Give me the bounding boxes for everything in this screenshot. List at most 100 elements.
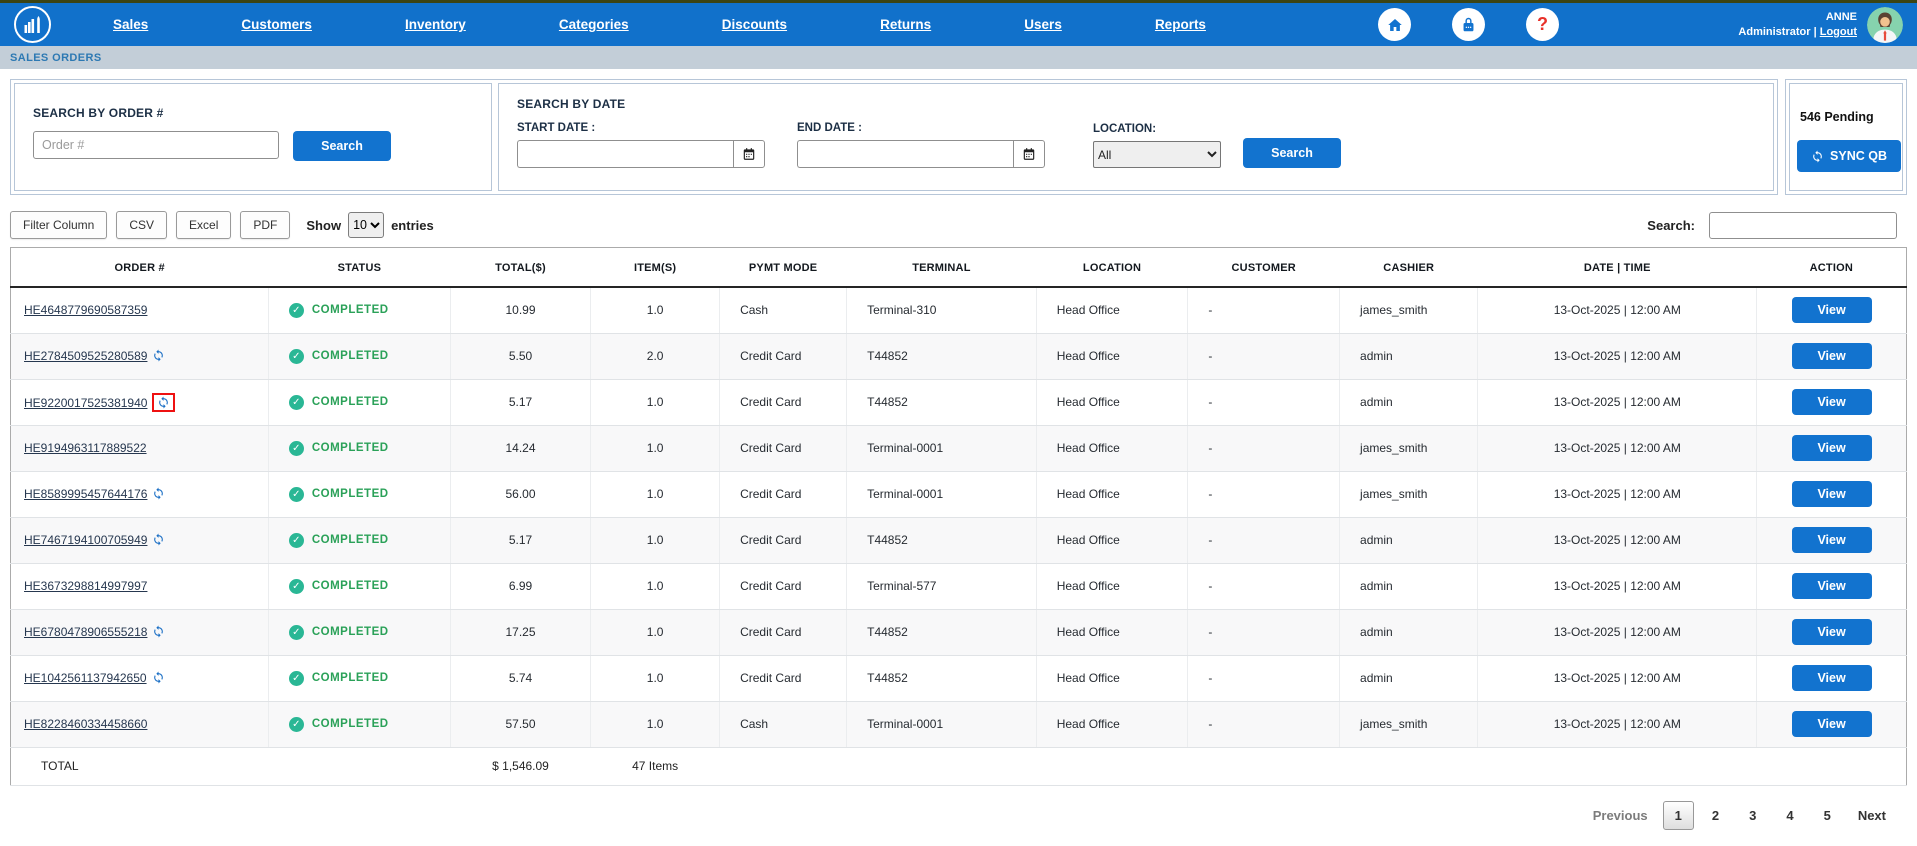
pagination-page[interactable]: 5	[1823, 807, 1831, 823]
export-csv-button[interactable]: CSV	[116, 211, 168, 239]
view-button[interactable]: View	[1791, 389, 1872, 415]
menu-item[interactable]: Returns	[880, 17, 932, 32]
view-button[interactable]: View	[1791, 435, 1872, 461]
view-button[interactable]: View	[1791, 665, 1872, 691]
pagination-page[interactable]: 2	[1711, 807, 1720, 823]
order-number-link[interactable]: HE9194963117889522	[24, 441, 147, 455]
order-sync-icon[interactable]	[152, 671, 165, 684]
cashier-cell: admin	[1339, 563, 1479, 610]
column-header[interactable]: TERMINAL	[846, 247, 1037, 288]
location-select[interactable]: All	[1093, 141, 1221, 168]
search-date-button[interactable]: Search	[1243, 138, 1341, 168]
location-cell: Head Office	[1036, 517, 1189, 564]
status-check-icon: ✓	[288, 486, 304, 502]
terminal-cell: Terminal-577	[846, 563, 1037, 610]
column-header[interactable]: CASHIER	[1339, 247, 1478, 288]
menu-item[interactable]: Sales	[113, 17, 149, 32]
location-label: LOCATION:	[1093, 123, 1157, 135]
terminal-cell: Terminal-0001	[846, 701, 1037, 748]
view-button[interactable]: View	[1791, 297, 1872, 324]
total-cell: 10.99	[450, 287, 592, 334]
order-sync-icon[interactable]	[152, 533, 165, 546]
status-badge: COMPLETED	[311, 626, 389, 638]
order-number-link[interactable]: HE1042561137942650	[24, 671, 147, 685]
order-number-link[interactable]: HE6780478906555218	[24, 625, 148, 639]
order-number-link[interactable]: HE4648779690587359	[24, 303, 148, 318]
order-sync-icon[interactable]	[152, 392, 176, 412]
datetime-cell: 13-Oct-2025 | 12:00 AM	[1477, 425, 1758, 472]
menu-item[interactable]: Inventory	[405, 17, 466, 32]
order-number-link[interactable]: HE2784509525280589	[24, 349, 148, 363]
menu-item[interactable]: Customers	[241, 17, 312, 32]
top-navbar: Sales Customers Inventory Categories Discoun…	[0, 3, 1917, 46]
column-header[interactable]: STATUS	[268, 247, 451, 288]
terminal-cell: T44852	[846, 517, 1037, 564]
menu-item[interactable]: Reports	[1154, 17, 1206, 32]
column-header[interactable]: CUSTOMER	[1187, 247, 1340, 288]
view-button[interactable]: View	[1791, 481, 1872, 507]
home-icon[interactable]	[1378, 8, 1411, 41]
pagination-page[interactable]: 4	[1786, 807, 1794, 823]
column-header[interactable]: PYMT MODE	[719, 247, 847, 288]
column-header[interactable]: ORDER #	[10, 247, 269, 288]
help-icon[interactable]: ?	[1526, 8, 1559, 41]
order-sync-icon[interactable]	[152, 349, 165, 362]
cashier-cell: admin	[1339, 333, 1479, 380]
view-button[interactable]: View	[1791, 343, 1872, 369]
view-button[interactable]: View	[1791, 619, 1872, 645]
items-cell: 1.0	[590, 425, 721, 472]
pagination-previous[interactable]: Previous	[1592, 807, 1648, 823]
lock-icon[interactable]	[1452, 8, 1485, 41]
pymt-mode-cell: Credit Card	[719, 333, 848, 380]
search-by-order-panel: SEARCH BY ORDER # Search	[14, 83, 492, 191]
customer-cell: -	[1187, 609, 1341, 656]
pending-count: 546 Pending	[1800, 110, 1874, 124]
column-header[interactable]: ACTION	[1756, 247, 1907, 288]
table-search-input[interactable]	[1709, 211, 1897, 239]
page-size-select[interactable]: 10	[348, 212, 385, 238]
column-header[interactable]: ITEM(S)	[590, 247, 720, 288]
items-cell: 1.0	[590, 609, 721, 656]
order-number-link[interactable]: HE9220017525381940	[24, 395, 148, 410]
end-date-input[interactable]	[797, 140, 1013, 168]
pagination-page[interactable]: 3	[1749, 807, 1757, 823]
logout-link[interactable]: Logout	[1819, 25, 1857, 38]
end-date-calendar-icon[interactable]	[1013, 140, 1045, 168]
pymt-mode-cell: Credit Card	[719, 655, 848, 702]
view-button[interactable]: View	[1791, 527, 1872, 553]
start-date-input[interactable]	[517, 140, 733, 168]
order-number-link[interactable]: HE8589995457644176	[24, 487, 148, 501]
order-number-link[interactable]: HE7467194100705949	[24, 533, 148, 547]
export-excel-button[interactable]: Excel	[176, 211, 232, 239]
column-header[interactable]: DATE | TIME	[1477, 247, 1757, 288]
menu-item[interactable]: Categories	[558, 17, 629, 32]
avatar[interactable]	[1867, 6, 1903, 43]
status-check-icon: ✓	[288, 440, 304, 456]
order-sync-icon[interactable]	[152, 487, 165, 500]
order-number-input[interactable]	[33, 131, 279, 159]
order-sync-icon[interactable]	[152, 625, 165, 638]
start-date-calendar-icon[interactable]	[733, 140, 765, 168]
column-header[interactable]: TOTAL($)	[450, 247, 591, 288]
pymt-mode-cell: Credit Card	[719, 425, 848, 472]
menu-item[interactable]: Users	[1024, 17, 1062, 32]
export-pdf-button[interactable]: PDF	[240, 211, 291, 239]
view-button[interactable]: View	[1791, 711, 1872, 737]
sync-qb-button[interactable]: SYNC QB	[1797, 140, 1901, 172]
pagination-next[interactable]: Next	[1857, 807, 1886, 823]
view-button[interactable]: View	[1791, 573, 1872, 599]
pagination-page[interactable]: 1	[1662, 800, 1694, 830]
column-header[interactable]: LOCATION	[1036, 247, 1188, 288]
terminal-cell: Terminal-0001	[846, 471, 1037, 518]
location-cell: Head Office	[1036, 701, 1189, 748]
menu-item[interactable]: Discounts	[721, 17, 788, 32]
order-number-link[interactable]: HE3673298814997997	[24, 579, 148, 593]
filter-column-button[interactable]: Filter Column	[10, 211, 108, 239]
quickbooks-sync-panel: 546 Pending SYNC QB	[1789, 83, 1903, 191]
order-number-link[interactable]: HE8228460334458660	[24, 717, 148, 731]
logo-icon	[24, 16, 40, 33]
total-cell: 5.50	[450, 333, 592, 380]
search-order-button[interactable]: Search	[293, 131, 391, 161]
total-cell: 5.17	[450, 517, 592, 564]
location-cell: Head Office	[1036, 333, 1189, 380]
